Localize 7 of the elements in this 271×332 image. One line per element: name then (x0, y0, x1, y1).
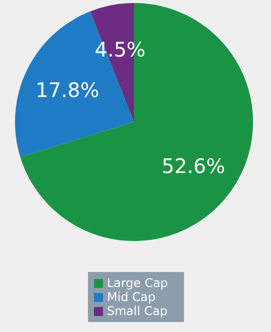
data-label: 4.5% (94, 38, 146, 62)
pie-slice (20, 3, 253, 241)
legend-label: Small Cap (107, 304, 168, 318)
legend-label: Mid Cap (107, 290, 156, 304)
data-label: 17.8% (36, 78, 100, 102)
data-label: 52.6% (162, 154, 226, 178)
legend-label: Large Cap (107, 276, 168, 290)
